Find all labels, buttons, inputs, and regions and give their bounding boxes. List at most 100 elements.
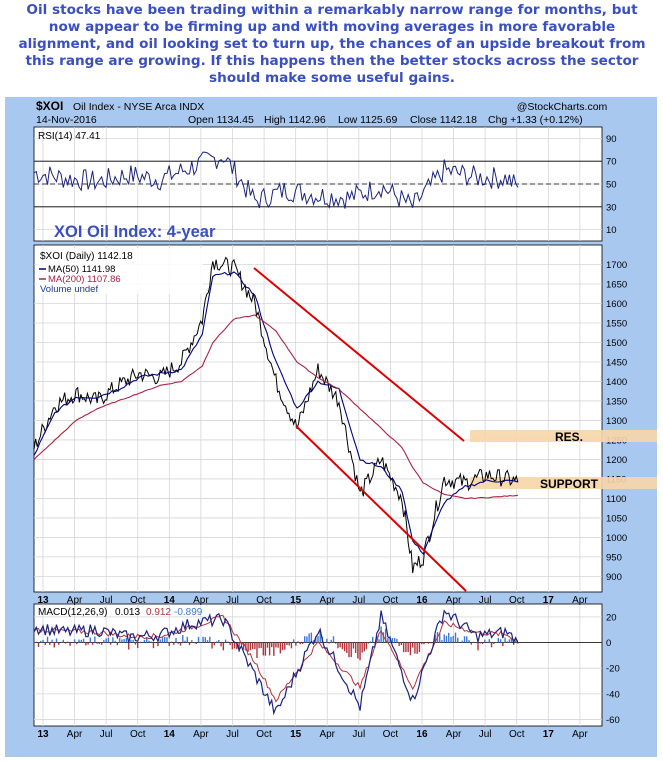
brand-label: @StockCharts.com <box>517 101 608 113</box>
x-tick-label-macd: 14 <box>164 729 176 740</box>
legend-ma200: MA(200) 1107.86 <box>48 274 121 285</box>
x-tick-label-macd: Jul <box>479 729 492 740</box>
resistance-band <box>470 430 657 442</box>
y-tick-label: 70 <box>606 157 617 168</box>
x-tick-label-price: 16 <box>416 595 428 606</box>
upper-trendline <box>253 267 465 442</box>
x-tick-label-macd: Oct <box>130 729 146 740</box>
x-tick-label-macd: Oct <box>509 729 525 740</box>
x-tick-label-macd: Jul <box>100 729 113 740</box>
x-tick-label-price: Oct <box>130 595 146 606</box>
y-tick-label: -20 <box>606 664 620 675</box>
chg-label: Chg +1.33 (+0.12%) <box>488 114 583 126</box>
lower-trendline <box>295 425 467 592</box>
price-series <box>33 256 519 574</box>
y-tick-label: 20 <box>606 612 617 623</box>
y-tick-labels: 1030507090900950100010501100115012001250… <box>606 134 627 726</box>
x-tick-label-price: 13 <box>37 595 49 606</box>
y-tick-label: 1650 <box>606 279 627 290</box>
price-line-ma50 <box>33 271 519 556</box>
legend-box <box>37 248 203 294</box>
price-chart-title: XOI Oil Index: 4-year <box>54 223 216 241</box>
x-tick-labels: 13 13 Apr Apr Jul Jul Oct Oct 14 14 Apr Apr Jul Jul Oc… <box>37 595 588 740</box>
x-tick-label-macd: Oct <box>383 729 399 740</box>
support-annotation: SUPPORT <box>540 477 599 491</box>
y-tick-label: 1600 <box>606 299 627 310</box>
price-panel <box>33 244 603 593</box>
x-tick-label-price: 17 <box>543 595 555 606</box>
x-tick-label-macd: Apr <box>193 729 209 740</box>
x-tick-label-macd: Apr <box>446 729 462 740</box>
legend-volume: Volume undef <box>40 284 98 295</box>
x-tick-label-macd: Oct <box>256 729 272 740</box>
rsi-line <box>33 151 519 210</box>
y-tick-label: 50 <box>606 180 617 191</box>
x-tick-label-price: Jul <box>226 595 239 606</box>
price-line-xoi <box>33 256 519 574</box>
macd-series <box>33 609 602 716</box>
x-tick-label-macd: Apr <box>67 729 83 740</box>
macd-hist-value: -0.899 <box>174 607 203 618</box>
y-tick-label: 1550 <box>606 318 627 329</box>
y-tick-label: 1700 <box>606 260 627 271</box>
y-tick-label: 1100 <box>606 494 626 505</box>
x-tick-label-price: 15 <box>290 595 302 606</box>
y-tick-label: 1400 <box>606 377 627 388</box>
y-tick-label: 900 <box>606 572 622 583</box>
index-name: Oil Index - NYSE Arca INDX <box>73 101 204 113</box>
x-tick-label-macd: Apr <box>572 729 588 740</box>
grid-lines <box>34 127 602 726</box>
high-label: High 1142.96 <box>264 114 326 126</box>
x-tick-label-price: Oct <box>509 595 525 606</box>
rsi-series <box>33 151 602 210</box>
x-tick-label-macd: Jul <box>352 729 365 740</box>
y-tick-label: 10 <box>606 225 617 236</box>
x-tick-label-macd: 17 <box>543 729 555 740</box>
macd-line <box>33 609 519 716</box>
y-tick-label: 1300 <box>606 416 627 427</box>
rsi-label: RSI(14) 47.41 <box>38 131 101 142</box>
x-tick-label-macd: Jul <box>226 729 239 740</box>
symbol-label: $XOI <box>36 99 63 113</box>
y-tick-label: 90 <box>606 134 617 145</box>
macd-label: MACD(12,26,9) <box>38 607 107 618</box>
macd-signal-value: 0.912 <box>146 607 171 618</box>
low-label: Low 1125.69 <box>338 114 398 126</box>
x-tick-label-price: Apr <box>319 595 335 606</box>
close-label: Close 1142.18 <box>410 114 477 126</box>
price-line-ma200 <box>33 314 518 500</box>
y-tick-label: 1050 <box>606 513 627 524</box>
x-tick-label-price: Jul <box>100 595 113 606</box>
x-tick-label-price: Apr <box>193 595 209 606</box>
y-tick-label: 1200 <box>606 455 627 466</box>
y-tick-label: 1000 <box>606 533 627 544</box>
x-tick-label-macd: Apr <box>319 729 335 740</box>
x-tick-label-macd: 15 <box>290 729 302 740</box>
y-tick-label: 1350 <box>606 396 627 407</box>
y-tick-label: 30 <box>606 202 617 213</box>
y-tick-label: -60 <box>606 715 620 726</box>
x-tick-label-price: Jul <box>352 595 365 606</box>
headline-text: Oil stocks have been trading within a re… <box>18 2 646 86</box>
x-tick-label-macd: 16 <box>416 729 428 740</box>
x-tick-label-macd: 13 <box>37 729 49 740</box>
y-tick-label: 1500 <box>606 338 627 349</box>
x-tick-label-price: Apr <box>446 595 462 606</box>
res-annotation: RES. <box>555 430 583 444</box>
support-band <box>470 477 657 489</box>
date-label: 14-Nov-2016 <box>36 114 97 126</box>
y-tick-label: -40 <box>606 689 620 700</box>
legend-price: $XOI (Daily) 1142.18 <box>40 251 133 262</box>
y-tick-label: 1450 <box>606 357 627 368</box>
macd-panel <box>33 603 603 727</box>
x-tick-label-price: Oct <box>256 595 272 606</box>
y-tick-label: 950 <box>606 552 622 563</box>
macd-value: 0.013 <box>115 607 140 618</box>
x-tick-label-price: Jul <box>479 595 492 606</box>
open-label: Open 1134.45 <box>188 114 254 126</box>
x-tick-label-price: Apr <box>67 595 83 606</box>
x-tick-label-price: 14 <box>164 595 176 606</box>
y-tick-label: 0 <box>606 638 611 649</box>
x-tick-label-price: Oct <box>383 595 399 606</box>
